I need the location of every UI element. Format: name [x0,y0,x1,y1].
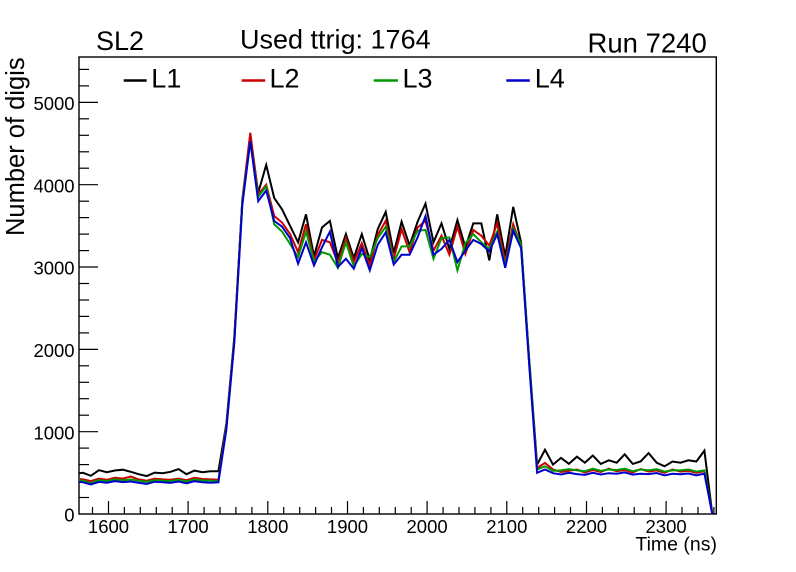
svg-text:0: 0 [64,505,74,526]
svg-text:2000: 2000 [407,516,448,537]
svg-text:L1: L1 [151,64,181,94]
svg-text:1900: 1900 [327,516,368,537]
svg-text:L4: L4 [535,64,565,94]
svg-text:1000: 1000 [33,422,74,443]
svg-text:1600: 1600 [88,516,129,537]
svg-text:2100: 2100 [486,516,527,537]
svg-text:SL2: SL2 [96,26,144,56]
svg-text:1800: 1800 [247,516,288,537]
svg-text:Run 7240: Run 7240 [588,28,707,59]
svg-text:Used ttrig: 1764: Used ttrig: 1764 [240,25,431,55]
svg-text:2200: 2200 [566,516,607,537]
svg-text:3000: 3000 [33,258,74,279]
svg-text:Time (ns): Time (ns) [635,534,717,556]
svg-text:Number of digis: Number of digis [2,57,30,236]
svg-text:L2: L2 [270,64,300,94]
svg-text:1700: 1700 [168,516,209,537]
svg-text:2300: 2300 [646,516,687,537]
svg-text:4000: 4000 [33,175,74,196]
svg-text:5000: 5000 [33,93,74,114]
svg-text:L3: L3 [403,64,433,94]
svg-text:2000: 2000 [33,340,74,361]
